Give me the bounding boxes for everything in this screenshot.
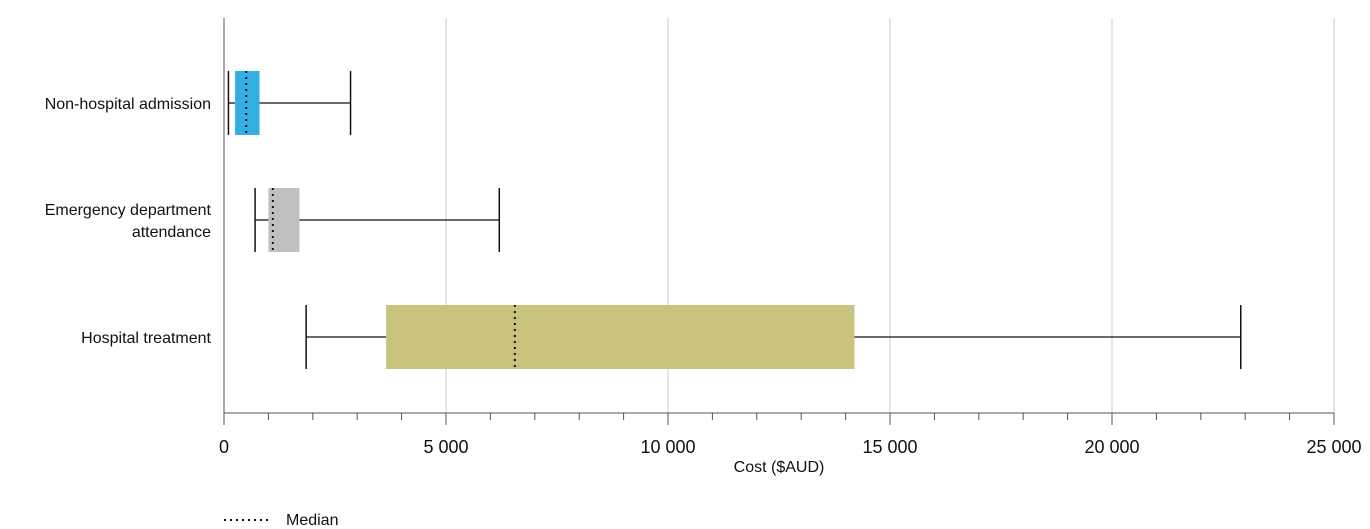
category-label: Hospital treatment bbox=[81, 330, 211, 347]
x-tick-label: 5 000 bbox=[423, 437, 468, 457]
iqr-box bbox=[386, 305, 855, 369]
box-0 bbox=[227, 71, 352, 135]
x-axis-label: Cost ($AUD) bbox=[734, 459, 825, 476]
category-labels: Non-hospital admission Emergency departme… bbox=[45, 96, 212, 347]
x-tick-label: 0 bbox=[219, 437, 229, 457]
x-tick-label: 15 000 bbox=[862, 437, 917, 457]
x-axis-ticks: 0 5 000 10 000 15 000 20 000 25 000 bbox=[219, 413, 1362, 457]
x-tick-label: 20 000 bbox=[1084, 437, 1139, 457]
x-tick-label: 10 000 bbox=[640, 437, 695, 457]
x-tick-label: 25 000 bbox=[1306, 437, 1361, 457]
box-1 bbox=[254, 188, 501, 252]
legend-median-label: Median bbox=[286, 512, 338, 529]
box-2 bbox=[305, 305, 1242, 369]
category-label: Non-hospital admission bbox=[45, 96, 211, 113]
x-axis: 0 5 000 10 000 15 000 20 000 25 000 bbox=[219, 18, 1362, 457]
box-series bbox=[227, 71, 1242, 369]
category-label: Emergency department attendance bbox=[45, 202, 212, 241]
legend: Median bbox=[224, 512, 338, 529]
iqr-box bbox=[235, 71, 260, 135]
